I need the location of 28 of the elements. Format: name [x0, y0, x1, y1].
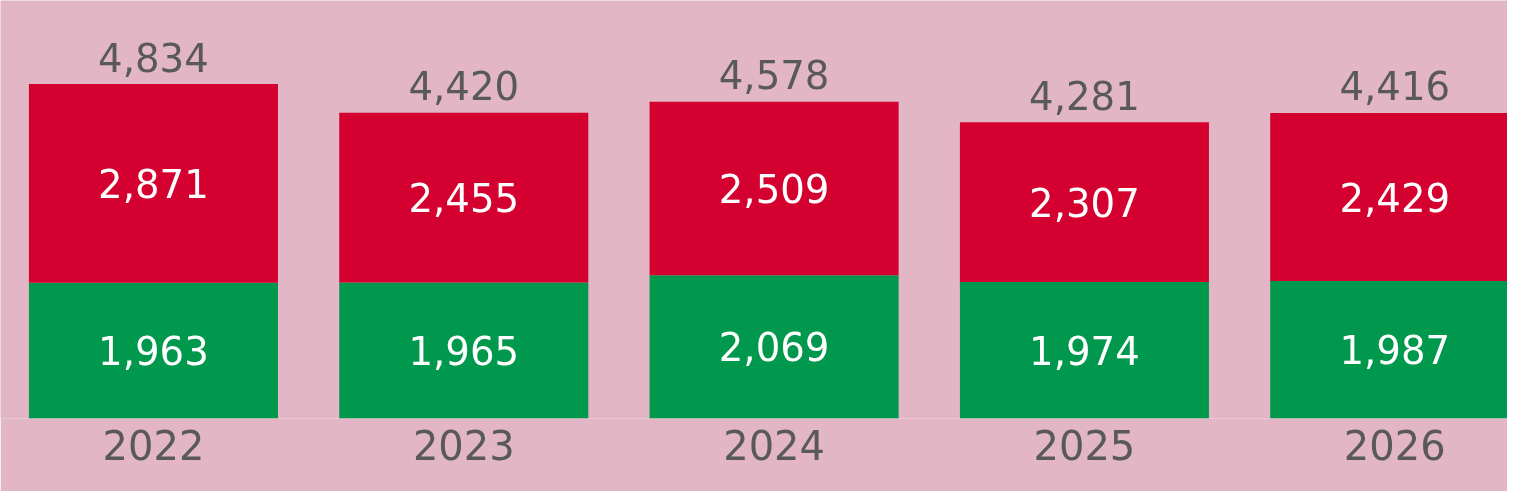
data-label: 2,455 [408, 176, 520, 222]
bar [959, 122, 1209, 282]
data-label: 1,987 [1339, 328, 1451, 374]
data-label: 1,974 [1029, 328, 1140, 374]
bar [649, 101, 899, 276]
x-tick-label: 2026 [1343, 422, 1446, 469]
x-tick-label: 2023 [412, 422, 515, 469]
bar [28, 282, 278, 419]
total-label: 4,420 [408, 64, 520, 110]
data-label: 2,871 [98, 161, 209, 207]
bar [339, 112, 589, 283]
total-label: 4,416 [1339, 64, 1451, 110]
x-tick-label: 2025 [1033, 422, 1136, 469]
bar [959, 281, 1209, 419]
data-label: 1,965 [408, 329, 520, 375]
data-label: 2,429 [1339, 175, 1451, 221]
data-label: 2,069 [718, 325, 830, 371]
total-label: 4,281 [1029, 73, 1140, 119]
data-label: 1,963 [98, 329, 209, 375]
bar [649, 275, 899, 419]
data-label: 2,307 [1029, 180, 1140, 226]
total-label: 4,578 [718, 53, 830, 99]
data-label: 2,509 [718, 167, 830, 213]
bar [28, 84, 278, 283]
bar [339, 282, 589, 419]
x-tick-label: 2022 [102, 422, 205, 469]
x-tick-label: 2024 [723, 422, 825, 469]
total-label: 4,834 [98, 35, 209, 81]
